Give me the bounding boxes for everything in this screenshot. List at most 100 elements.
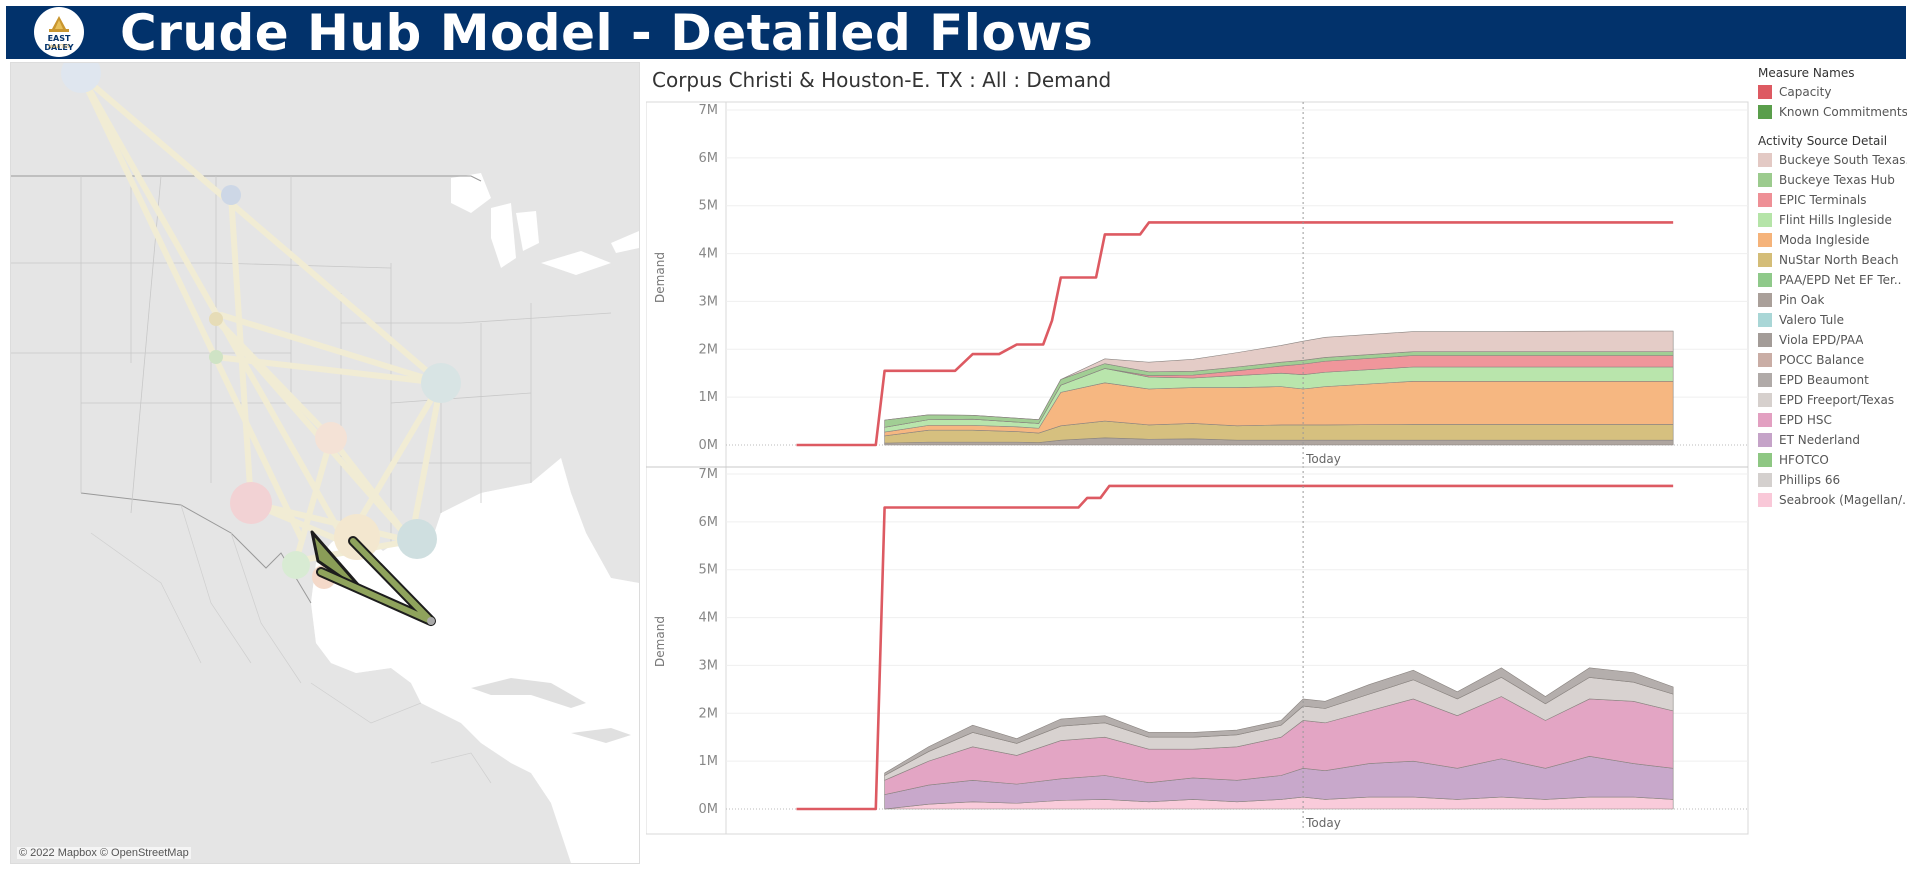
legend-activity-item[interactable]: Phillips 66 (1758, 470, 1908, 490)
legend-activity-title: Activity Source Detail (1758, 134, 1888, 148)
legend-label: Known Commitments (1779, 105, 1907, 119)
y-tick-label: 6M (699, 515, 719, 530)
legend-label: EPD Freeport/Texas (1779, 393, 1895, 407)
legend-measure-title: Measure Names (1758, 66, 1855, 80)
y-tick-label: 5M (699, 563, 719, 578)
legend-label: Buckeye Texas Hub (1779, 173, 1895, 187)
legend-swatch (1758, 233, 1772, 247)
legend-swatch (1758, 433, 1772, 447)
legend-activity-item[interactable]: ET Nederland (1758, 430, 1908, 450)
y-tick-label: 4M (699, 247, 719, 262)
legend-measure-item[interactable]: Capacity (1758, 82, 1908, 102)
legend-swatch (1758, 273, 1772, 287)
legend-activity-item[interactable]: Flint Hills Ingleside (1758, 210, 1908, 230)
legend-measure-item[interactable]: Known Commitments (1758, 102, 1908, 122)
y-tick-label: 0M (699, 438, 719, 453)
capacity-line[interactable] (796, 484, 1674, 811)
legend-swatch (1758, 85, 1772, 99)
logo-icon (49, 16, 69, 32)
legend-swatch (1758, 353, 1772, 367)
y-tick-label: 1M (699, 390, 719, 405)
demand-charts[interactable]: 0M 1M 2M 3M 4M 5M 6M 7M Demand Today 0M 1M 2M 3M 4M 5M 6… (646, 100, 1758, 840)
legend-swatch (1758, 173, 1772, 187)
legend-swatch (1758, 333, 1772, 347)
legend-label: Valero Tule (1779, 313, 1845, 327)
legend-label: Capacity (1779, 85, 1832, 99)
logo-text: EAST DALEY (44, 34, 74, 52)
legend-label: Moda Ingleside (1779, 233, 1870, 247)
legend-swatch (1758, 313, 1772, 327)
company-logo: EAST DALEY ANALYTICS (34, 7, 84, 57)
legend-swatch (1758, 413, 1772, 427)
legend-activity-item[interactable]: HFOTCO (1758, 450, 1908, 470)
chart-panel-2[interactable]: 0M1M2M3M4M5M6M7MDemandToday2017201820192… (646, 466, 1748, 840)
legend-activity-item[interactable]: POCC Balance (1758, 350, 1908, 370)
y-tick-label: 1M (699, 754, 719, 769)
y-tick-label: 7M (699, 103, 719, 118)
legend-swatch (1758, 393, 1772, 407)
legend-activity-item[interactable]: Seabrook (Magellan/.. (1758, 490, 1908, 510)
legend-label: HFOTCO (1779, 453, 1829, 467)
legend-activity-item[interactable]: NuStar North Beach (1758, 250, 1908, 270)
legend-activity-item[interactable]: Buckeye South Texas.. (1758, 150, 1908, 170)
legend-label: Phillips 66 (1779, 473, 1841, 487)
y-tick-label: 6M (699, 151, 719, 166)
legend-swatch (1758, 153, 1772, 167)
today-label: Today (1305, 816, 1341, 830)
legend-activity-item[interactable]: Valero Tule (1758, 310, 1908, 330)
y-axis-label: Demand (653, 252, 667, 303)
area-series-buckeye-south-texas-[interactable] (884, 330, 1674, 421)
legend-label: ET Nederland (1779, 433, 1860, 447)
legend-swatch (1758, 373, 1772, 387)
chart-title: Corpus Christi & Houston-E. TX : All : D… (652, 68, 1112, 92)
legend-swatch (1758, 105, 1772, 119)
legend-swatch (1758, 213, 1772, 227)
map-canvas[interactable] (11, 63, 639, 863)
legend-label: EPIC Terminals (1779, 193, 1867, 207)
legend-label: Viola EPD/PAA (1779, 333, 1864, 347)
today-label: Today (1305, 452, 1341, 466)
legend-activity-item[interactable]: Moda Ingleside (1758, 230, 1908, 250)
area-series-epd-beaumont[interactable] (884, 667, 1674, 777)
legend-measures: Measure Names Capacity Known Commitments (1758, 66, 1908, 122)
legend-activity-item[interactable]: PAA/EPD Net EF Ter.. (1758, 270, 1908, 290)
legend-label: Pin Oak (1779, 293, 1825, 307)
legend-label: EPD HSC (1779, 413, 1832, 427)
y-tick-label: 4M (699, 611, 719, 626)
logo-subtext: ANALYTICS (48, 44, 70, 49)
legend-activity-item[interactable]: Viola EPD/PAA (1758, 330, 1908, 350)
legend-label: Seabrook (Magellan/.. (1779, 493, 1907, 507)
page-title: Crude Hub Model - Detailed Flows (120, 4, 1094, 62)
legend-activities: Activity Source Detail Buckeye South Tex… (1758, 134, 1908, 510)
chart-panel-1[interactable]: 0M 1M 2M 3M 4M 5M 6M 7M Demand Today (653, 102, 1748, 467)
legend-swatch (1758, 253, 1772, 267)
y-axis-label: Demand (653, 616, 667, 667)
legend-swatch (1758, 493, 1772, 507)
map-attribution: © 2022 Mapbox © OpenStreetMap (17, 847, 191, 859)
y-tick-label: 2M (699, 342, 719, 357)
legend-label: PAA/EPD Net EF Ter.. (1779, 273, 1902, 287)
y-tick-label: 0M (699, 802, 719, 817)
legend-activity-item[interactable]: EPD Beaumont (1758, 370, 1908, 390)
y-tick-label: 5M (699, 199, 719, 214)
legend-label: Buckeye South Texas.. (1779, 153, 1907, 167)
legend-label: Flint Hills Ingleside (1779, 213, 1892, 227)
y-tick-label: 7M (699, 467, 719, 482)
legend-swatch (1758, 293, 1772, 307)
legend-swatch (1758, 193, 1772, 207)
legend-label: POCC Balance (1779, 353, 1865, 367)
flow-map[interactable]: © 2022 Mapbox © OpenStreetMap (10, 62, 640, 864)
capacity-line[interactable] (796, 221, 1674, 447)
legend-swatch (1758, 453, 1772, 467)
legend-activity-item[interactable]: Pin Oak (1758, 290, 1908, 310)
legend-activity-item[interactable]: EPIC Terminals (1758, 190, 1908, 210)
legend-label: EPD Beaumont (1779, 373, 1869, 387)
legend-activity-item[interactable]: EPD Freeport/Texas (1758, 390, 1908, 410)
legend-activity-item[interactable]: Buckeye Texas Hub (1758, 170, 1908, 190)
legend-label: NuStar North Beach (1779, 253, 1899, 267)
y-tick-label: 3M (699, 294, 719, 309)
legend: Measure Names Capacity Known Commitments … (1758, 66, 1908, 522)
y-tick-label: 2M (699, 706, 719, 721)
y-tick-label: 3M (699, 658, 719, 673)
legend-activity-item[interactable]: EPD HSC (1758, 410, 1908, 430)
